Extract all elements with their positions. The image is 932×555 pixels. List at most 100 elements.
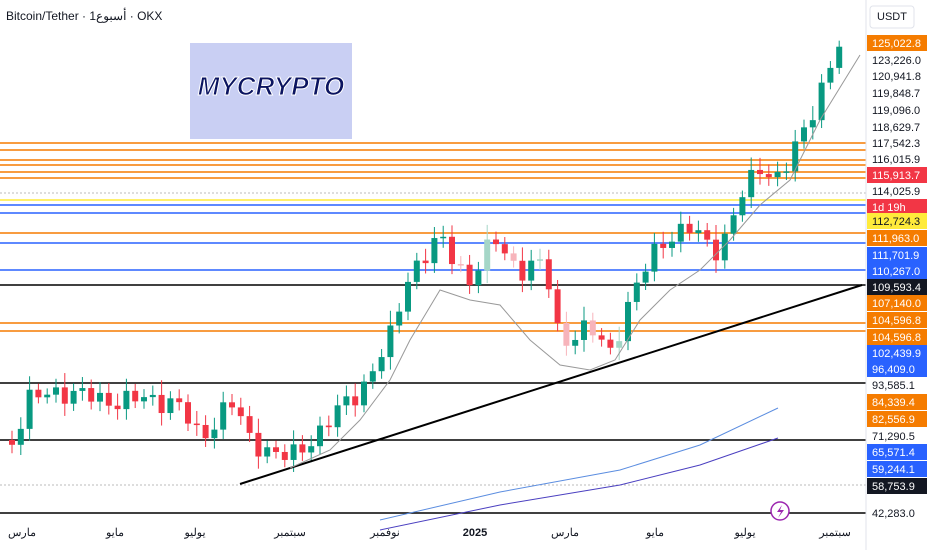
price-label-bg	[867, 377, 927, 393]
candle-body	[299, 444, 306, 453]
price-label: 112,724.3	[872, 216, 920, 228]
candle-body	[695, 230, 702, 234]
candle-body	[721, 233, 728, 261]
price-label: 110,267.0	[872, 266, 920, 278]
candle-body	[554, 289, 561, 324]
candle-body	[308, 446, 315, 453]
time-label: سبتمبر	[818, 527, 851, 539]
candle-body	[176, 398, 183, 403]
currency-box	[869, 5, 915, 29]
price-label-bg	[867, 102, 927, 118]
candle-body	[396, 311, 403, 326]
lightning-glyph	[777, 505, 784, 518]
candle-body	[431, 238, 438, 264]
candle-body	[598, 335, 605, 340]
ma-line	[289, 54, 861, 469]
candle-body	[484, 239, 491, 271]
candle-body	[105, 392, 112, 406]
candle-body	[836, 46, 843, 68]
candle-body	[88, 388, 95, 402]
candle-body	[537, 259, 543, 261]
candle-body	[686, 223, 693, 234]
candle-body	[528, 260, 535, 281]
candle-body	[748, 169, 755, 198]
candle-body	[625, 301, 631, 342]
candle-body	[387, 325, 394, 358]
trend-line	[239, 284, 863, 485]
candle-body	[220, 402, 227, 430]
candle-body	[132, 390, 139, 402]
price-label: 125,022.8	[872, 38, 921, 50]
price-label: 71,290.5	[872, 431, 915, 443]
price-label: 123,226.0	[872, 55, 921, 67]
candle-body	[334, 405, 341, 428]
price-label: 102,439.9	[872, 348, 921, 360]
price-label: 93,585.1	[872, 380, 915, 392]
time-label: مايو	[105, 527, 124, 539]
price-label-bg	[867, 394, 927, 410]
candle-body	[202, 424, 209, 439]
candle-body	[633, 282, 640, 302]
time-label: مارس	[8, 527, 36, 539]
candle-body	[79, 388, 86, 391]
time-axis: مارس مايو يوليو سبتمبر نوفمبر 2025 مارس مايو يول…	[8, 527, 851, 539]
price-label: 104,596.8	[872, 332, 921, 344]
candle-body	[149, 394, 156, 398]
price-label: 42,283.0	[872, 508, 915, 520]
candle-body	[765, 174, 772, 178]
price-label-bg	[867, 151, 927, 167]
candle-body	[123, 390, 130, 410]
price-label: 118,629.7	[872, 122, 920, 134]
candle-body	[211, 429, 218, 439]
price-label-bg	[867, 199, 927, 215]
candle-body	[713, 239, 719, 261]
candle-body	[475, 270, 482, 286]
currency: USDT	[877, 11, 907, 23]
candle-body	[519, 260, 526, 281]
price-label-bg	[867, 247, 927, 263]
candle-body	[818, 82, 825, 121]
candle-body	[317, 425, 323, 447]
candle-body	[809, 120, 816, 128]
candle-body	[9, 440, 15, 445]
price-label-bg	[867, 295, 927, 311]
time-label: نوفمبر	[369, 527, 400, 539]
candle-body	[739, 197, 746, 216]
price-label-bg	[867, 461, 927, 477]
time-label: سبتمبر	[273, 527, 306, 539]
candle-body	[35, 389, 42, 398]
title: Bitcoin/Tether · 1أسبوع · OKX	[6, 8, 162, 23]
candle-body	[193, 423, 200, 426]
candle-body	[325, 425, 332, 428]
candle-body	[607, 339, 614, 348]
candle-body	[757, 169, 763, 175]
candle-body	[827, 67, 834, 83]
candle-body	[792, 141, 799, 172]
price-label: 96,409.0	[872, 364, 915, 376]
price-label-bg	[867, 345, 927, 361]
candle-body	[237, 407, 244, 417]
price-label-bg	[867, 428, 927, 444]
candle-body	[229, 402, 235, 408]
price-axis: 125,022.8 123,226.0 120,941.8 119,848.7 119,…	[867, 35, 927, 521]
candle-body	[801, 127, 807, 142]
price-label: 117,542.3	[872, 138, 920, 150]
price-label-bg	[867, 263, 927, 279]
candles	[9, 40, 843, 472]
candle-body	[61, 387, 68, 404]
candle-body	[26, 389, 33, 429]
candle-body	[17, 428, 24, 445]
price-label-bg	[867, 411, 927, 427]
candle-body	[422, 260, 429, 264]
price-label-bg	[867, 35, 927, 51]
price-label: 82,556.9	[872, 414, 915, 426]
candle-body	[730, 215, 737, 234]
candle-body	[642, 271, 649, 283]
candle-body	[510, 253, 517, 261]
candle-body	[158, 394, 165, 414]
candle-body	[563, 323, 570, 346]
time-label: يوليو	[733, 527, 755, 539]
price-label: 119,848.7	[872, 88, 920, 100]
